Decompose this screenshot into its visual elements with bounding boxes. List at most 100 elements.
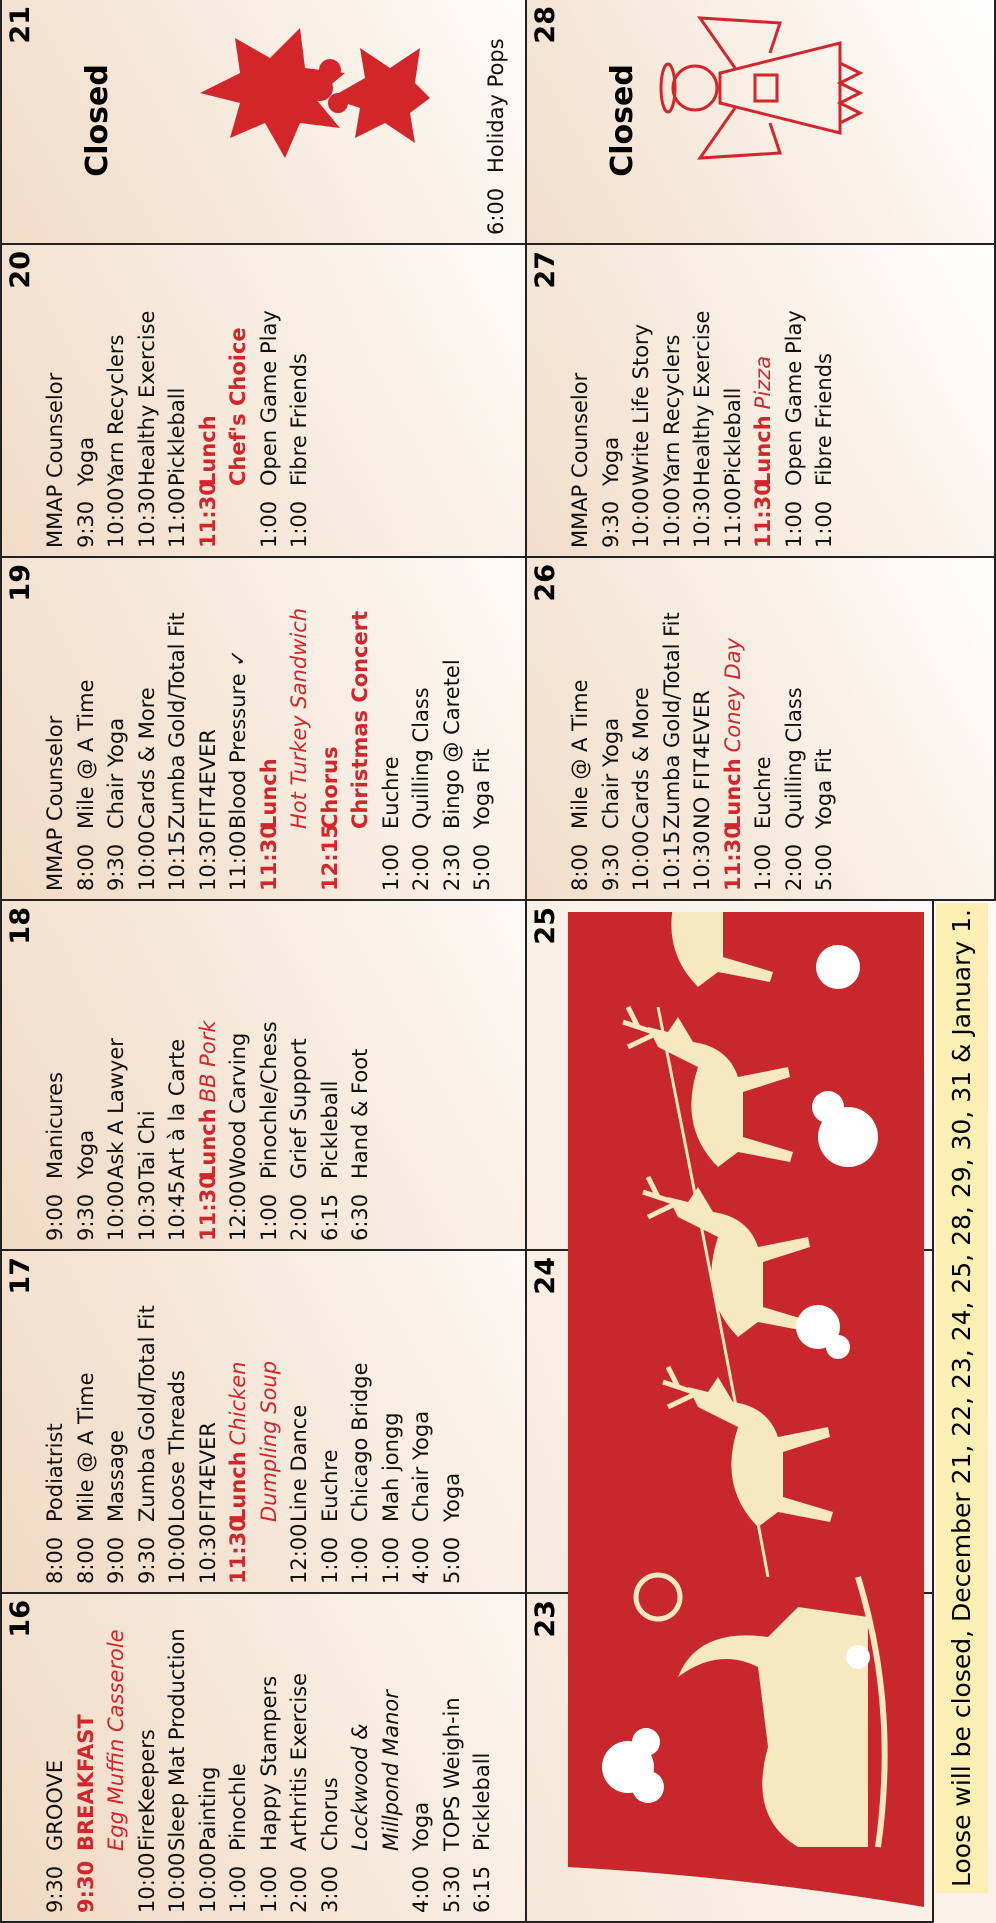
event: 10:45 Art à la Carte bbox=[162, 907, 193, 1241]
event: 9:00 Manicures bbox=[40, 907, 71, 1241]
event: 9:30 Chair Yoga bbox=[596, 564, 627, 891]
event-time: 9:30 bbox=[598, 843, 623, 891]
event-name: Ask A Lawyer bbox=[104, 1038, 128, 1179]
spacer bbox=[101, 1851, 132, 1913]
event: 10:15 Zumba Gold/Total Fit bbox=[657, 564, 688, 891]
event-name: Happy Stampers bbox=[256, 1675, 281, 1851]
events: MMAP Counselor 9:30 Yoga 10:00 Write Life St… bbox=[565, 251, 840, 548]
event: 11:00 Pickleball bbox=[162, 251, 193, 548]
event-time: 10:00 bbox=[134, 830, 159, 891]
event: 10:30 Healthy Exercise bbox=[132, 251, 163, 548]
event: 9:30 Chair Yoga bbox=[101, 564, 132, 891]
event-name: Quilling Class bbox=[781, 687, 806, 829]
event: 8:00 Mile @ A Time bbox=[565, 564, 596, 892]
event-time: 10:00 bbox=[134, 1852, 159, 1913]
event-time: 6:30 bbox=[348, 1193, 372, 1241]
spacer bbox=[284, 829, 315, 891]
event: 10:00 Loose Threads bbox=[162, 1257, 193, 1584]
event: 9:30 Yoga bbox=[596, 251, 627, 548]
angel bbox=[659, 16, 864, 160]
event-time: 9:00 bbox=[43, 1193, 67, 1241]
event-time: 1:00 bbox=[751, 843, 775, 891]
event-time: 1:00 bbox=[812, 500, 836, 548]
event-time: 6:15 bbox=[317, 1193, 342, 1241]
event-time: 5:00 bbox=[812, 843, 836, 891]
event-continued: Dumpling Soup bbox=[254, 1257, 285, 1584]
day-number: 27 bbox=[530, 251, 561, 289]
event-name: Art à la Carte bbox=[165, 1038, 189, 1179]
event-detail: Chicken bbox=[226, 1361, 250, 1446]
event: 11:00 Blood Pressure ✓ bbox=[223, 564, 254, 891]
event-name: Arthritis Exercise bbox=[287, 1672, 311, 1851]
event-note: Egg Muffin Casserole bbox=[104, 1629, 128, 1851]
day-cell: 27 MMAP Counselor 9:30 Yoga 10:00 Write Life … bbox=[525, 243, 996, 558]
day-cell: 18 9:00 Manicures 9:30 Yoga 10:00 Ask A Lawyer… bbox=[0, 899, 527, 1251]
event-name: Wood Carving bbox=[226, 1032, 250, 1179]
event-name: Open Game Play bbox=[781, 310, 806, 486]
event-time: 9:30 bbox=[134, 1536, 159, 1584]
event-name: Yarn Recyclers bbox=[104, 334, 128, 486]
event: 10:30 FIT4EVER bbox=[193, 564, 224, 891]
event: 11:30 Lunch bbox=[193, 251, 224, 548]
event: 10:00 Yarn Recyclers bbox=[101, 251, 132, 548]
event-time: 1:00 bbox=[378, 843, 403, 891]
event-name: Chair Yoga bbox=[409, 1410, 433, 1522]
event-time: 10:30 bbox=[134, 487, 159, 548]
day-number: 17 bbox=[5, 1257, 36, 1295]
event: 11:30 Lunch Pizza bbox=[748, 251, 779, 548]
event-name: Open Game Play bbox=[256, 310, 281, 486]
event-name: Zumba Gold/Total Fit bbox=[659, 612, 684, 829]
event-time: 8:00 bbox=[43, 1536, 67, 1584]
event-name: Cards & More bbox=[134, 687, 159, 829]
event-name: Lunch bbox=[226, 1451, 250, 1522]
event-time: 9:00 bbox=[104, 1536, 128, 1584]
events: 8:00 Mile @ A Time 9:30 Chair Yoga 10:00 Card… bbox=[565, 564, 840, 891]
event-name: Chair Yoga bbox=[598, 717, 623, 829]
event: 6:00 Holiday Pops bbox=[481, 6, 512, 235]
event-time: 10:00 bbox=[195, 1852, 220, 1913]
event: 6:30 Hand & Foot bbox=[345, 907, 376, 1241]
day-cell: 26 8:00 Mile @ A Time 9:30 Chair Yoga 10:00 Ca… bbox=[525, 556, 996, 901]
day-number: 19 bbox=[5, 564, 36, 602]
day-number: 23 bbox=[530, 1600, 561, 1638]
event-time: 10:15 bbox=[659, 830, 684, 891]
event-name: Yoga bbox=[409, 1801, 433, 1851]
event-name: Lunch bbox=[195, 415, 220, 486]
event-name: Yoga bbox=[598, 436, 623, 486]
event-time: 1:00 bbox=[348, 1536, 372, 1584]
event-time: 4:00 bbox=[409, 1865, 433, 1913]
event-time: 10:00 bbox=[165, 1852, 189, 1913]
event-name: Fibre Friends bbox=[287, 352, 311, 486]
event: 8:00 Podiatrist bbox=[40, 1257, 71, 1584]
event-time: 6:00 bbox=[483, 187, 508, 235]
event: 6:15 Pickleball bbox=[315, 907, 346, 1241]
event: 11:00 Pickleball bbox=[718, 251, 749, 548]
event: 9:30 Yoga bbox=[71, 907, 102, 1241]
event: 8:00 Mile @ A Time bbox=[71, 1257, 102, 1585]
event-time: 10:30 bbox=[195, 830, 220, 891]
event-name: Lunch bbox=[256, 758, 281, 829]
event: 10:30 Healthy Exercise bbox=[687, 251, 718, 548]
events: 6:00 Holiday Pops bbox=[481, 6, 512, 235]
events: 9:30 GROOVE 9:30 BREAKFAST Egg Muffin Casser… bbox=[40, 1600, 498, 1913]
event: 10:30 Tai Chi bbox=[132, 907, 163, 1241]
event: 11:30 Lunch BB Pork bbox=[193, 907, 224, 1241]
event-time: 12:00 bbox=[287, 1523, 311, 1584]
event-name: Yoga bbox=[439, 1472, 464, 1522]
event-time: 9:30 bbox=[73, 1860, 98, 1913]
event-detail: BB Pork bbox=[195, 1020, 220, 1103]
event-time: 1:00 bbox=[256, 1193, 281, 1241]
event-name: Yoga Fit bbox=[812, 748, 836, 829]
event: 10:15 Zumba Gold/Total Fit bbox=[162, 564, 193, 891]
event-name: Lunch bbox=[720, 758, 745, 829]
event-continued: Hot Turkey Sandwich bbox=[284, 564, 315, 891]
event-name: Cards & More bbox=[629, 687, 653, 829]
event-name: Mile @ A Time bbox=[73, 679, 98, 830]
event-name: Euchre bbox=[378, 756, 403, 829]
event-time: 8:00 bbox=[73, 843, 98, 891]
event-name: Chorus bbox=[317, 746, 342, 829]
event-name: Quilling Class bbox=[409, 687, 433, 829]
event-name: Pinochle/Chess bbox=[256, 1021, 281, 1179]
event-note: Hot Turkey Sandwich bbox=[287, 607, 311, 829]
event: 9:30 GROOVE bbox=[40, 1600, 71, 1913]
